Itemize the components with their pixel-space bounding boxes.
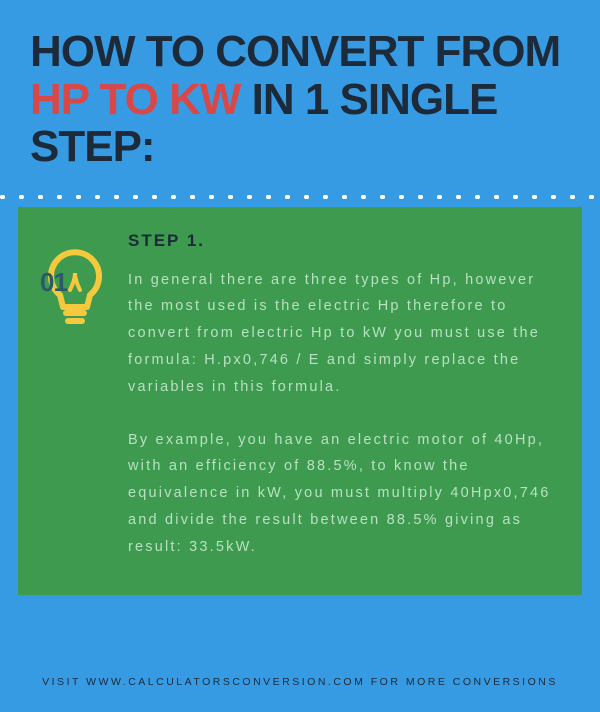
header: HOW TO CONVERT FROM HP TO KW IN 1 SINGLE… <box>0 0 600 195</box>
page-title: HOW TO CONVERT FROM HP TO KW IN 1 SINGLE… <box>30 28 570 171</box>
text-column: STEP 1. In general there are three types… <box>128 231 554 561</box>
lightbulb-icon: 01 <box>40 235 110 330</box>
step-title: STEP 1. <box>128 231 554 251</box>
title-highlight: HP TO KW <box>30 75 240 124</box>
icon-column: 01 <box>40 231 110 561</box>
title-pre: HOW TO CONVERT FROM <box>30 27 560 76</box>
step-block: 01 STEP 1. In general there are three ty… <box>18 207 582 595</box>
footer: VISIT WWW.CALCULATORSCONVERSION.COM FOR … <box>0 654 600 712</box>
divider <box>0 195 600 199</box>
step-number: 01 <box>40 267 67 298</box>
paragraph-1: In general there are three types of Hp, … <box>128 267 554 401</box>
footer-text: VISIT WWW.CALCULATORSCONVERSION.COM FOR … <box>42 676 558 688</box>
paragraph-2: By example, you have an electric motor o… <box>128 427 554 561</box>
step-body: In general there are three types of Hp, … <box>128 267 554 561</box>
